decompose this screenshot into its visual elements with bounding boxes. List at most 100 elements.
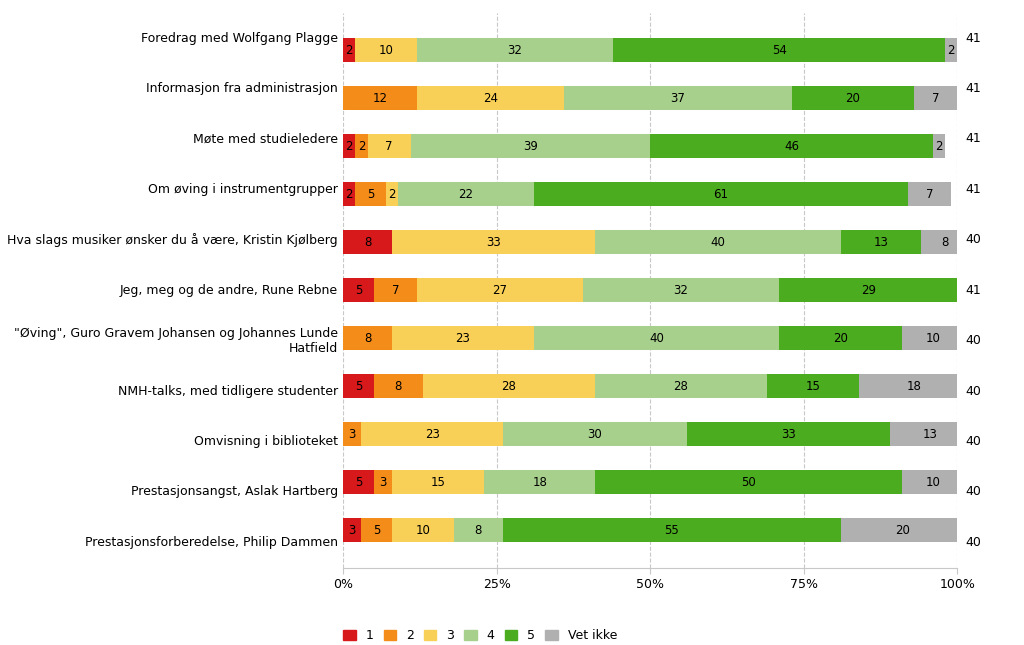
- Text: 55: 55: [665, 524, 679, 537]
- Text: 2: 2: [345, 44, 353, 57]
- Bar: [484, 470, 595, 494]
- Text: 23: 23: [456, 332, 470, 345]
- Bar: [564, 86, 792, 110]
- Bar: [841, 519, 964, 542]
- Text: 40: 40: [966, 486, 982, 499]
- Bar: [779, 326, 902, 350]
- Bar: [343, 422, 361, 446]
- Bar: [361, 422, 503, 446]
- Text: 40: 40: [966, 233, 982, 246]
- Bar: [534, 182, 908, 206]
- Text: NMH-talks, med tidligere studenter: NMH-talks, med tidligere studenter: [118, 384, 338, 397]
- Text: 10: 10: [926, 476, 940, 489]
- Text: 41: 41: [966, 32, 981, 45]
- Text: 41: 41: [966, 183, 981, 196]
- Bar: [386, 182, 398, 206]
- Text: 28: 28: [502, 380, 516, 393]
- Bar: [361, 519, 392, 542]
- Text: "Øving", Guro Gravem Johansen og Johannes Lunde
Hatfield: "Øving", Guro Gravem Johansen og Johanne…: [14, 326, 338, 355]
- Bar: [417, 278, 583, 303]
- Bar: [417, 38, 613, 62]
- Text: 5: 5: [367, 188, 375, 201]
- Bar: [595, 374, 767, 399]
- Bar: [902, 326, 964, 350]
- Text: 8: 8: [394, 380, 402, 393]
- Text: 33: 33: [486, 235, 501, 249]
- Bar: [343, 470, 374, 494]
- Text: 5: 5: [354, 380, 362, 393]
- Text: 3: 3: [379, 476, 387, 489]
- Text: 2: 2: [935, 140, 943, 153]
- Bar: [392, 519, 454, 542]
- Text: 13: 13: [873, 235, 888, 249]
- Bar: [767, 374, 859, 399]
- Text: 5: 5: [354, 476, 362, 489]
- Text: 2: 2: [345, 188, 353, 201]
- Text: 3: 3: [348, 428, 356, 441]
- Text: 40: 40: [711, 235, 725, 249]
- Bar: [650, 134, 933, 158]
- Text: 8: 8: [364, 332, 372, 345]
- Text: 54: 54: [772, 44, 786, 57]
- Text: Informasjon fra administrasjon: Informasjon fra administrasjon: [146, 82, 338, 95]
- Bar: [945, 38, 957, 62]
- Text: 10: 10: [926, 332, 940, 345]
- Text: 28: 28: [674, 380, 688, 393]
- Bar: [343, 38, 355, 62]
- Text: 29: 29: [861, 284, 876, 297]
- Text: 46: 46: [784, 140, 799, 153]
- Text: 40: 40: [966, 334, 982, 347]
- Text: Hva slags musiker ønsker du å være, Kristin Kjølberg: Hva slags musiker ønsker du å være, Kris…: [7, 233, 338, 247]
- Text: 41: 41: [966, 132, 981, 146]
- Bar: [368, 134, 411, 158]
- Text: 15: 15: [431, 476, 445, 489]
- Bar: [343, 374, 374, 399]
- Bar: [779, 278, 957, 303]
- Text: 20: 20: [895, 524, 909, 537]
- Text: 13: 13: [923, 428, 937, 441]
- Bar: [343, 519, 361, 542]
- Legend: 1, 2, 3, 4, 5, Vet ikke: 1, 2, 3, 4, 5, Vet ikke: [343, 630, 617, 642]
- Text: 10: 10: [416, 524, 430, 537]
- Bar: [583, 278, 779, 303]
- Bar: [417, 86, 564, 110]
- Text: Omvisning i biblioteket: Omvisning i biblioteket: [194, 435, 338, 448]
- Text: 3: 3: [348, 524, 356, 537]
- Text: 40: 40: [966, 384, 982, 397]
- Bar: [841, 230, 921, 254]
- Text: 41: 41: [966, 284, 981, 297]
- Bar: [921, 230, 970, 254]
- Text: 10: 10: [379, 44, 393, 57]
- Bar: [343, 182, 355, 206]
- Text: 32: 32: [674, 284, 688, 297]
- Bar: [534, 326, 779, 350]
- Text: 30: 30: [588, 428, 602, 441]
- Bar: [613, 38, 945, 62]
- Bar: [398, 182, 534, 206]
- Bar: [355, 134, 368, 158]
- Text: 2: 2: [947, 44, 955, 57]
- Bar: [423, 374, 595, 399]
- Text: 23: 23: [425, 428, 439, 441]
- Text: 50: 50: [741, 476, 756, 489]
- Bar: [933, 134, 945, 158]
- Text: 7: 7: [385, 140, 393, 153]
- Bar: [374, 374, 423, 399]
- Text: 12: 12: [373, 92, 387, 104]
- Bar: [355, 38, 417, 62]
- Bar: [902, 470, 964, 494]
- Bar: [392, 326, 534, 350]
- Text: 20: 20: [834, 332, 848, 345]
- Bar: [687, 422, 890, 446]
- Text: Jeg, meg og de andre, Rune Rebne: Jeg, meg og de andre, Rune Rebne: [120, 284, 338, 297]
- Text: 7: 7: [391, 284, 399, 297]
- Text: 40: 40: [966, 435, 982, 448]
- Text: 18: 18: [907, 380, 922, 393]
- Text: 15: 15: [806, 380, 820, 393]
- Text: Om øving i instrumentgrupper: Om øving i instrumentgrupper: [148, 183, 338, 196]
- Text: 41: 41: [966, 82, 981, 95]
- Bar: [890, 422, 970, 446]
- Text: 2: 2: [345, 140, 353, 153]
- Bar: [411, 134, 650, 158]
- Bar: [503, 519, 841, 542]
